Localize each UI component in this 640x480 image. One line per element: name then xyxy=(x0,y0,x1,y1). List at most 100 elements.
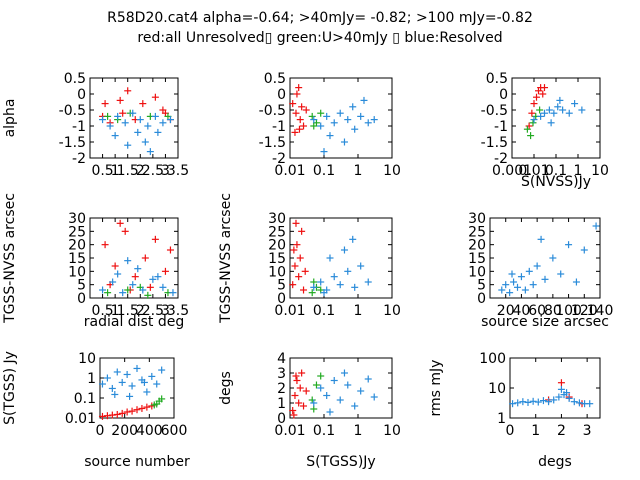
x-tick-label: 10 xyxy=(383,303,401,319)
x-tick-label: 0.5 xyxy=(91,303,113,319)
x-tick-label: 2 xyxy=(136,163,145,179)
data-point-blue xyxy=(572,278,580,286)
x-tick-label: 0.5 xyxy=(91,163,113,179)
data-point-blue xyxy=(336,109,344,117)
x-tick-label: 0 xyxy=(506,423,515,439)
y-tick-label: -0.5 xyxy=(259,103,286,119)
y-tick-label: 5 xyxy=(477,278,486,294)
data-point-blue xyxy=(320,289,328,297)
data-point-red xyxy=(295,125,303,133)
x-tick-label: 80 xyxy=(544,303,562,319)
data-point-blue xyxy=(340,369,348,377)
data-point-red xyxy=(151,235,159,243)
data-point-blue xyxy=(323,112,331,120)
data-point-green xyxy=(536,106,544,114)
y-tick-label: 0 xyxy=(277,291,286,307)
data-point-blue xyxy=(159,283,167,291)
y-tick-label: 1 xyxy=(497,411,506,427)
data-point-blue xyxy=(351,125,359,133)
data-point-green xyxy=(158,395,166,403)
data-point-red xyxy=(293,90,301,98)
data-point-blue xyxy=(547,119,555,127)
data-point-blue xyxy=(119,289,127,297)
y-tick-label: 30 xyxy=(68,211,86,227)
data-point-blue xyxy=(550,396,558,404)
data-point-blue xyxy=(320,148,328,156)
data-point-blue xyxy=(575,399,583,407)
data-point-blue xyxy=(508,270,516,278)
x-tick-label: 1 xyxy=(574,163,583,179)
data-point-red xyxy=(113,410,121,418)
data-point-red xyxy=(289,407,297,414)
y-tick-label: 20 xyxy=(468,238,486,254)
data-point-blue xyxy=(509,400,517,408)
data-point-blue xyxy=(166,116,174,124)
data-point-red xyxy=(119,109,127,117)
data-point-blue xyxy=(514,399,522,407)
y-tick-label: -1.5 xyxy=(481,135,508,151)
data-point-blue xyxy=(326,408,334,416)
panel-p2: 0.01 0.1 1 10 0.50-0.5-1-1.5-2 xyxy=(259,71,401,179)
data-point-blue xyxy=(169,289,177,297)
data-point-blue xyxy=(108,384,116,392)
y-axis-label: rms mJy xyxy=(428,360,444,417)
data-point-blue xyxy=(349,103,357,111)
x-tick-label: 0.01 xyxy=(274,163,305,179)
data-point-red xyxy=(557,379,565,387)
data-point-green xyxy=(312,381,320,389)
data-point-blue xyxy=(529,397,537,405)
x-axis-label: radial dist deg xyxy=(84,314,184,330)
data-point-blue xyxy=(99,116,107,124)
x-tick-label: 1.5 xyxy=(117,163,139,179)
data-point-red xyxy=(300,122,308,130)
x-tick-label: 2 xyxy=(136,303,145,319)
data-point-red xyxy=(291,392,299,399)
data-point-red xyxy=(123,408,131,416)
data-point-green xyxy=(308,112,316,120)
data-point-blue xyxy=(148,372,156,380)
data-point-green xyxy=(317,372,325,380)
y-axis-label: S(TGSS) Jy xyxy=(2,351,18,425)
data-point-blue xyxy=(134,265,142,273)
data-point-blue xyxy=(99,286,107,294)
data-point-blue xyxy=(565,241,573,249)
data-point-red xyxy=(151,93,159,101)
x-axis-label: degs xyxy=(538,454,572,470)
data-point-blue xyxy=(149,275,157,283)
y-tick-label: 5 xyxy=(277,278,286,294)
data-point-blue xyxy=(340,246,348,254)
data-point-blue xyxy=(111,390,119,398)
data-point-blue xyxy=(364,119,372,127)
y-axis-label: degs xyxy=(218,371,234,405)
data-point-blue xyxy=(124,257,132,265)
y-tick-label: 10 xyxy=(468,264,486,280)
data-point-red xyxy=(539,90,547,98)
y-tick-label: 1 xyxy=(87,371,96,387)
data-point-red xyxy=(533,93,541,101)
data-point-blue xyxy=(580,246,588,254)
data-point-red xyxy=(295,273,303,281)
plot-frame xyxy=(489,217,601,299)
x-tick-label: 10 xyxy=(383,423,401,439)
data-point-red xyxy=(292,219,300,227)
data-point-blue xyxy=(326,254,334,262)
plot-frame xyxy=(99,357,175,419)
data-point-blue xyxy=(514,283,521,291)
y-tick-label: -1.5 xyxy=(259,135,286,151)
data-point-blue xyxy=(521,286,529,294)
y-tick-label: 20 xyxy=(68,238,86,254)
data-point-red xyxy=(292,109,300,117)
x-tick-label: 0.01 xyxy=(518,163,549,179)
data-point-red xyxy=(111,262,119,270)
data-point-red xyxy=(146,283,154,291)
y-tick-label: -2 xyxy=(494,151,508,167)
x-tick-label: 3.5 xyxy=(167,303,189,319)
x-tick-label: 0 xyxy=(96,423,105,439)
data-point-red xyxy=(98,412,106,420)
y-tick-label: 30 xyxy=(468,211,486,227)
y-tick-label: 15 xyxy=(268,251,286,267)
data-point-blue xyxy=(545,106,553,114)
y-tick-label: 20 xyxy=(268,238,286,254)
data-point-blue xyxy=(563,389,571,397)
data-point-blue xyxy=(555,393,563,401)
